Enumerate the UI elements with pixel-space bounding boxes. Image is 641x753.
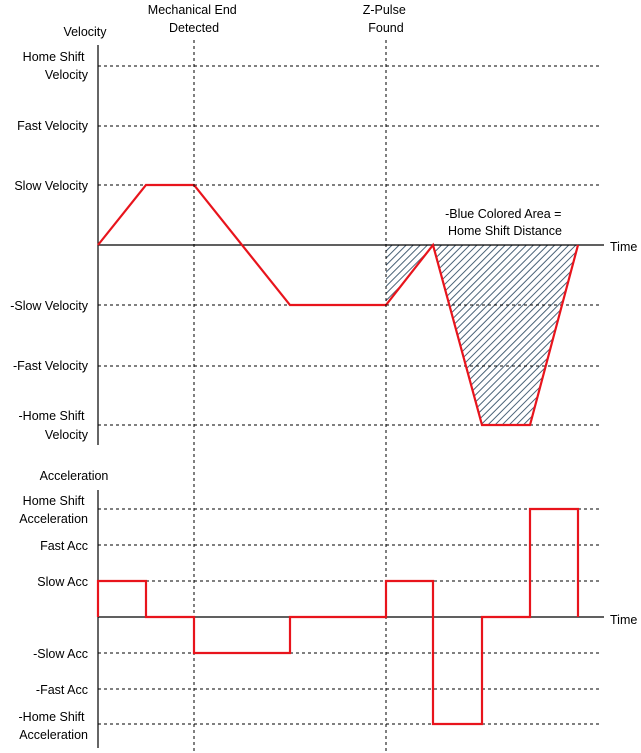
acceleration-trace: [96, 507, 580, 726]
acceleration-level-label: -Slow Acc: [33, 647, 88, 661]
velocity-level-label: -Slow Velocity: [10, 299, 89, 313]
velocity-level-label: -Home Shift Velocity: [19, 409, 89, 442]
acceleration-level-label: Fast Acc: [40, 539, 88, 553]
velocity-axis-title: Velocity: [63, 25, 107, 39]
z-pulse-label: Z-Pulse Found: [363, 3, 410, 35]
home-shift-area-note: -Blue Colored Area = Home Shift Distance: [445, 207, 565, 238]
mechanical-end-label: Mechanical End Detected: [148, 3, 240, 35]
event-markers: Mechanical End Detected Z-Pulse Found: [148, 3, 410, 753]
acceleration-level-label: Home Shift Acceleration: [19, 494, 88, 526]
home-shift-area: [433, 245, 578, 425]
acceleration-time-label: Time: [610, 613, 637, 627]
velocity-level-label: Home Shift Velocity: [23, 50, 89, 82]
velocity-level-label: Slow Velocity: [14, 179, 88, 193]
acceleration-level-label: -Home Shift Acceleration: [19, 710, 89, 742]
velocity-time-label: Time: [610, 240, 637, 254]
acceleration-plot: Acceleration Time Home Shift Acceleratio…: [19, 469, 637, 748]
acceleration-level-label: -Fast Acc: [36, 683, 88, 697]
velocity-level-label: -Fast Velocity: [13, 359, 89, 373]
acceleration-axis-title: Acceleration: [40, 469, 109, 483]
velocity-plot: Velocity Time Home Shift Velocity Fast V…: [10, 25, 637, 445]
acceleration-level-label: Slow Acc: [37, 575, 88, 589]
velocity-level-label: Fast Velocity: [17, 119, 89, 133]
